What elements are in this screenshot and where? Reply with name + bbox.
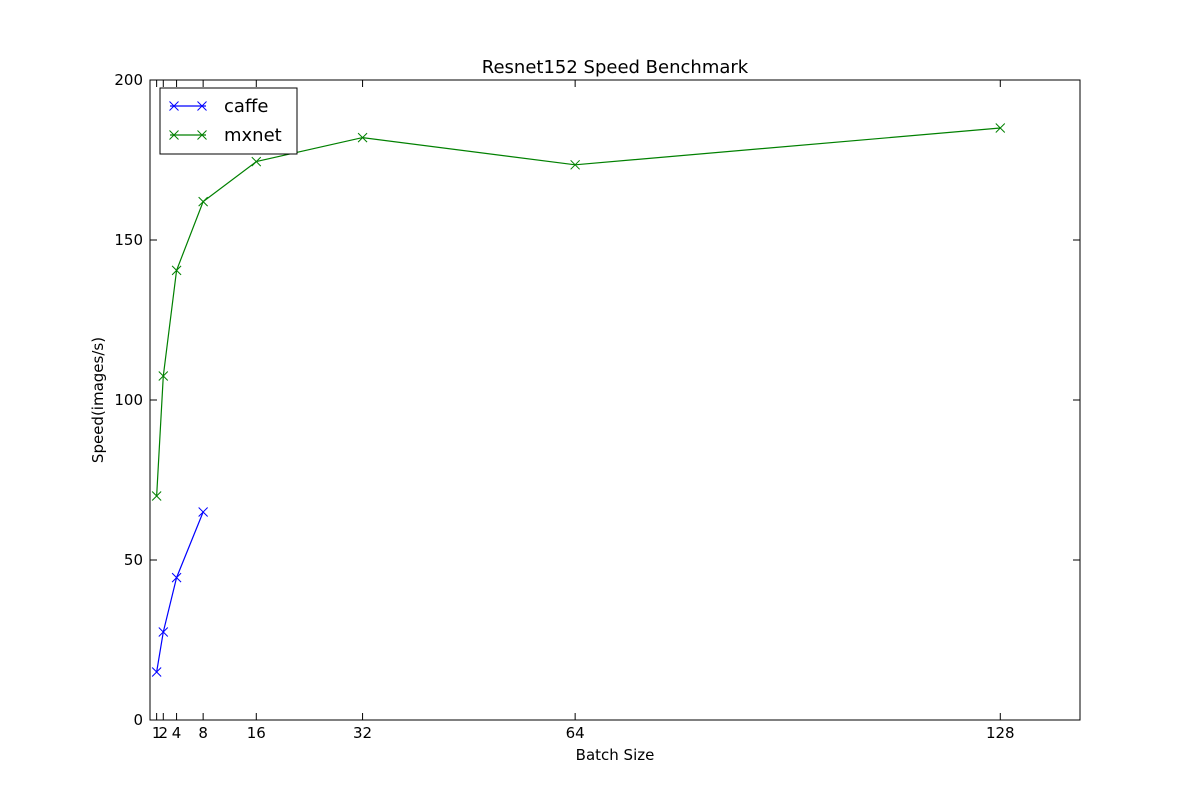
legend: caffe mxnet [159, 87, 298, 155]
x-tick-label: 64 [566, 724, 585, 742]
series-line-caffe [156, 511, 204, 673]
data-point-mxnet [198, 196, 208, 207]
series-line-mxnet [156, 127, 1001, 497]
data-point-mxnet-stroke-b [151, 491, 162, 501]
series-mxnet [151, 123, 1006, 501]
data-point-mxnet [158, 371, 169, 381]
data-point-mxnet [151, 491, 162, 501]
data-point-mxnet-stroke-b [171, 265, 182, 276]
x-tick-label: 32 [353, 724, 372, 742]
x-tick-label: 128 [986, 724, 1015, 742]
series-caffe [151, 507, 208, 677]
legend-box [159, 87, 298, 155]
legend-item-mxnet: mxnet [169, 125, 282, 146]
legend-marker-stroke-b [197, 101, 207, 111]
data-point-mxnet [570, 159, 580, 170]
data-point-mxnet-stroke-b [995, 123, 1006, 133]
data-point-caffe-stroke-b [151, 667, 162, 677]
x-tick-label: 4 [172, 724, 182, 742]
legend-marker [197, 101, 207, 111]
data-point-caffe-stroke-b [171, 572, 182, 583]
legend-label: mxnet [224, 125, 282, 146]
data-point-caffe-stroke-b [158, 627, 169, 637]
data-point-mxnet-stroke-b [570, 159, 580, 170]
data-point-mxnet-stroke-b [251, 156, 262, 167]
data-point-mxnet-stroke-b [158, 371, 169, 381]
data-point-caffe [151, 667, 162, 677]
legend-marker [197, 130, 207, 140]
ticks: 12 4 8 16 32 64 128 0 50 100 150 200 [114, 71, 1080, 742]
y-tick-label: 150 [114, 231, 143, 249]
legend-marker-stroke-b [169, 101, 179, 111]
legend-marker [169, 130, 179, 140]
y-tick-label: 100 [114, 391, 143, 409]
data-point-mxnet [171, 265, 182, 276]
y-tick-label: 200 [114, 71, 143, 89]
data-point-mxnet-stroke-b [198, 196, 208, 207]
y-axis-label: Speed(images/s) [89, 337, 107, 463]
x-axis-label: Batch Size [576, 746, 655, 764]
data-point-caffe [198, 507, 208, 517]
data-point-caffe [158, 627, 169, 637]
data-point-caffe [171, 572, 182, 583]
chart-title: Resnet152 Speed Benchmark [482, 57, 749, 78]
data-point-mxnet [357, 132, 368, 143]
x-tick-label: 16 [247, 724, 266, 742]
x-tick-label: 1 [152, 724, 162, 742]
legend-marker [169, 101, 179, 111]
y-tick-label: 0 [133, 711, 143, 729]
legend-marker-stroke-b [169, 130, 179, 140]
x-tick-label: 8 [198, 724, 208, 742]
data-point-mxnet-stroke-b [357, 132, 368, 143]
data-point-caffe-stroke-b [198, 507, 208, 517]
data-point-mxnet [995, 123, 1006, 133]
legend-item-caffe: caffe [169, 96, 268, 117]
data-point-mxnet [251, 156, 262, 167]
y-tick-label: 50 [124, 551, 143, 569]
x-tick-label: 2 [159, 724, 169, 742]
legend-marker-stroke-b [197, 130, 207, 140]
legend-label: caffe [224, 96, 268, 117]
plot-area [151, 123, 1006, 677]
